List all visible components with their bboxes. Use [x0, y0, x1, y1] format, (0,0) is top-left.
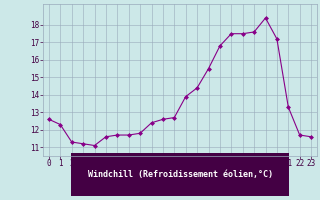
X-axis label: Windchill (Refroidissement éolien,°C): Windchill (Refroidissement éolien,°C) [87, 170, 273, 179]
